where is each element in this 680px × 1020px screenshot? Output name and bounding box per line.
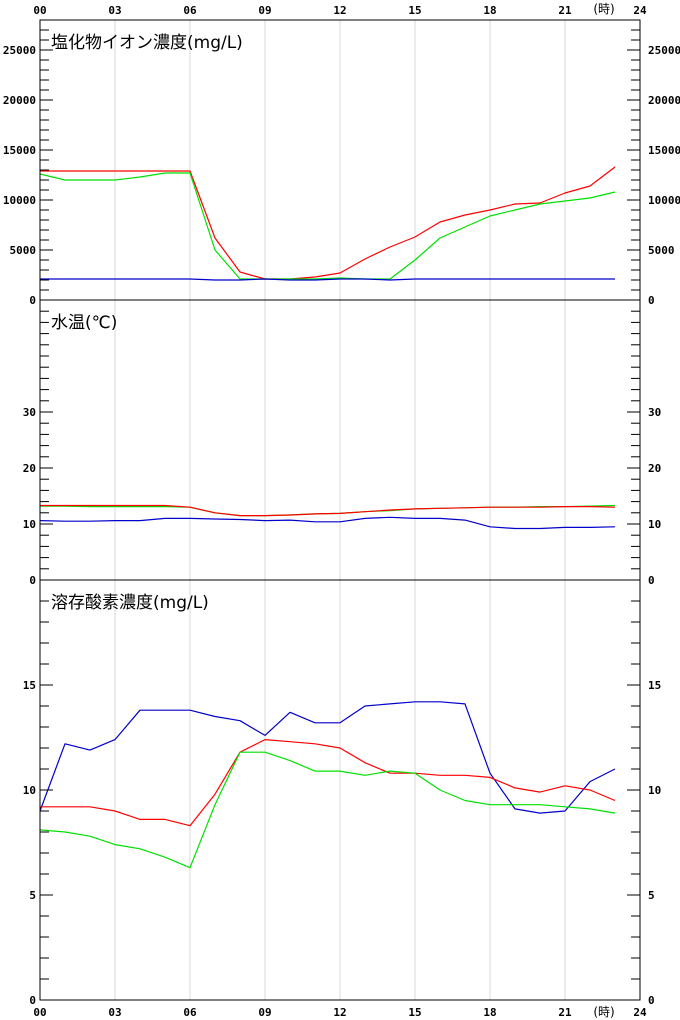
x-unit-label-bottom: (時) <box>593 1005 614 1019</box>
y-tick-label-left: 5 <box>29 889 36 902</box>
y-tick-label-left: 15 <box>23 679 36 692</box>
x-tick-label-bottom: 06 <box>183 1006 197 1019</box>
x-tick-label-top: 09 <box>258 4 271 17</box>
y-tick-label-right: 0 <box>648 994 655 1007</box>
x-tick-label-bottom: 15 <box>408 1006 421 1019</box>
x-tick-label-bottom: 12 <box>333 1006 346 1019</box>
y-tick-label-left: 10 <box>23 518 36 531</box>
y-tick-label-right: 15000 <box>648 144 680 157</box>
y-tick-label-right: 25000 <box>648 44 680 57</box>
y-tick-label-left: 20 <box>23 462 36 475</box>
x-tick-label-top: 21 <box>558 4 572 17</box>
frame-layer <box>39 19 641 1001</box>
y-tick-label-left: 25000 <box>3 44 36 57</box>
y-tick-label-right: 0 <box>648 574 655 587</box>
x-tick-label-bottom: 03 <box>108 1006 121 1019</box>
y-tick-label-right: 15 <box>648 679 661 692</box>
grid-layer <box>114 20 566 1000</box>
series-line <box>40 738 616 827</box>
panel-title: 塩化物イオン濃度(mg/L) <box>51 33 243 53</box>
y-tick-label-right: 20000 <box>648 94 680 107</box>
x-tick-label-top: 06 <box>183 4 197 17</box>
y-tick-label-right: 0 <box>648 294 655 307</box>
x-tick-label-bottom: 21 <box>558 1006 572 1019</box>
y-tick-label-right: 20 <box>648 462 661 475</box>
y-tick-label-right: 10 <box>648 518 661 531</box>
y-tick-label-left: 30 <box>23 406 36 419</box>
y-tick-label-left: 10 <box>23 784 36 797</box>
y-tick-label-left: 20000 <box>3 94 36 107</box>
y-tick-label-right: 5000 <box>648 244 675 257</box>
panel-title: 水温(℃) <box>51 313 117 333</box>
x-tick-label-top: 18 <box>483 4 496 17</box>
series-line <box>39 701 616 814</box>
y-tick-label-left: 15000 <box>3 144 36 157</box>
x-tick-label-bottom: 09 <box>258 1006 271 1019</box>
series-layer <box>39 166 616 869</box>
y-tick-label-left: 0 <box>29 294 36 307</box>
y-tick-label-left: 10000 <box>3 194 36 207</box>
series-line <box>39 172 616 280</box>
label-layer: 000003030606090912121515181821212424(時)(… <box>3 2 680 1019</box>
panel-title: 溶存酸素濃度(mg/L) <box>51 593 209 613</box>
plot-frame <box>39 19 641 1001</box>
y-tick-label-left: 0 <box>29 574 36 587</box>
series-line <box>39 516 616 530</box>
x-tick-label-bottom: 00 <box>33 1006 46 1019</box>
y-tick-label-right: 10000 <box>648 194 680 207</box>
y-tick-label-left: 0 <box>29 994 36 1007</box>
series-line <box>39 751 616 869</box>
series-line <box>40 504 616 517</box>
x-tick-label-top: 00 <box>33 4 46 17</box>
series-line <box>40 278 615 281</box>
y-tick-label-right: 10 <box>648 784 661 797</box>
y-tick-label-right: 5 <box>648 889 655 902</box>
series-line <box>40 166 616 280</box>
x-tick-label-top: 12 <box>333 4 346 17</box>
x-tick-label-bottom: 18 <box>483 1006 496 1019</box>
y-tick-label-left: 5000 <box>10 244 37 257</box>
x-unit-label-top: (時) <box>593 2 614 16</box>
x-tick-label-top: 24 <box>633 4 647 17</box>
x-tick-label-top: 03 <box>108 4 121 17</box>
x-tick-label-top: 15 <box>408 4 421 17</box>
y-tick-label-right: 30 <box>648 406 661 419</box>
x-tick-label-bottom: 24 <box>633 1006 647 1019</box>
